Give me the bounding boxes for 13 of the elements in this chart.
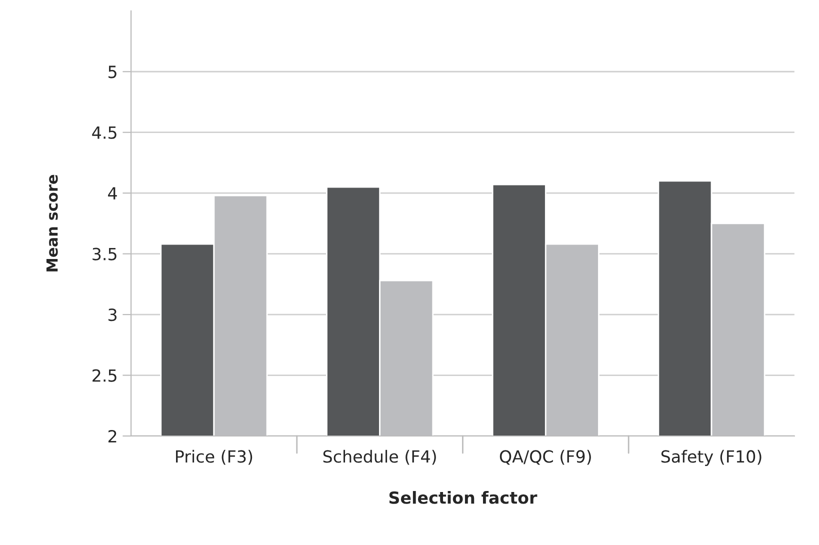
y-tick-label: 4 (108, 187, 117, 200)
y-tick-label: 5 (108, 66, 116, 78)
y-tick-label: 3.5 (92, 248, 116, 260)
x-tick-label: Safety (F10) (661, 450, 762, 466)
y-tick-label: 2 (108, 430, 116, 442)
y-tick-label: 2.5 (92, 369, 116, 382)
y-tick-label: 4.5 (92, 126, 116, 139)
y-axis-title: Mean score (46, 174, 58, 272)
x-axis-title: Selection factor (389, 491, 538, 504)
x-tick-label: Schedule (F4) (323, 450, 436, 465)
x-tick-label: QA/QC (F9) (500, 450, 591, 465)
y-tick-label: 3 (108, 308, 117, 322)
x-tick-label: Price (F3) (176, 450, 252, 465)
